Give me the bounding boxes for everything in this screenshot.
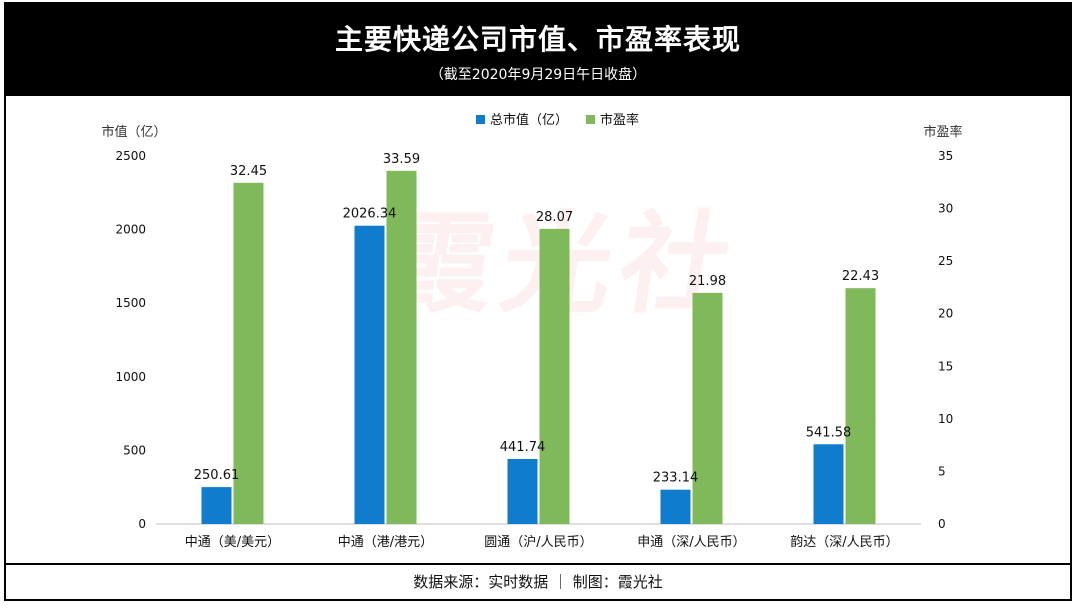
data-label-pe-ratio: 28.07 (536, 210, 573, 225)
data-label-market-cap: 250.61 (194, 468, 240, 483)
y-right-tick-label: 20 (938, 307, 953, 321)
bar-market-cap (660, 489, 691, 524)
chart-subtitle: （截至2020年9月29日午日收盘） (429, 67, 647, 83)
bar-pe-ratio (386, 170, 417, 524)
footer-source: 数据来源：实时数据 ｜ 制图：霞光社 (413, 573, 663, 591)
x-category-label: 圆通（沪/人民币） (484, 534, 592, 550)
y-right-tick-label: 30 (938, 202, 953, 216)
data-label-market-cap: 541.58 (806, 425, 852, 440)
data-label-pe-ratio: 22.43 (842, 269, 879, 284)
x-category-label: 申通（深/人民币） (637, 535, 745, 550)
data-label-market-cap: 2026.34 (343, 207, 397, 222)
legend-label-market-cap: 总市值（亿） (490, 112, 568, 128)
y-left-tick-label: 0 (138, 517, 146, 531)
bar-pe-ratio (539, 228, 570, 524)
legend-swatch-market-cap (476, 115, 485, 124)
bar-pe-ratio (233, 182, 264, 524)
bar-market-cap (354, 225, 385, 524)
data-label-market-cap: 233.14 (653, 471, 699, 486)
x-category-label: 中通（港/港元） (338, 535, 433, 550)
y-left-tick-label: 2000 (115, 223, 146, 237)
y-right-tick-label: 15 (938, 359, 953, 373)
bar-pe-ratio (692, 292, 723, 524)
x-category-label: 韵达（深/人民币） (790, 535, 898, 550)
y-right-tick-label: 0 (938, 517, 946, 531)
data-label-market-cap: 441.74 (500, 440, 546, 455)
y-axis-left-title: 市值（亿） (101, 124, 166, 140)
data-label-pe-ratio: 32.45 (230, 164, 267, 179)
x-category-label: 中通（美/美元） (185, 535, 280, 550)
header: 主要快递公司市值、市盈率表现 （截至2020年9月29日午日收盘） (6, 4, 1070, 96)
chart-frame: 主要快递公司市值、市盈率表现 （截至2020年9月29日午日收盘） 霞光社 市值… (4, 2, 1072, 601)
bar-pe-ratio (845, 288, 876, 524)
legend-label-pe-ratio: 市盈率 (600, 112, 639, 128)
y-left-tick-label: 500 (123, 443, 146, 457)
bar-market-cap (201, 487, 232, 524)
y-right-tick-label: 35 (938, 149, 953, 163)
y-left-tick-label: 2500 (115, 149, 146, 163)
bar-chart: 市值（亿） 市盈率 0 500 1000 1500 2000 2500 0 5 10 15 20 25 30… (101, 112, 962, 550)
y-right-tick-label: 5 (938, 464, 946, 478)
y-axis-right-title: 市盈率 (923, 124, 962, 140)
data-label-pe-ratio: 33.59 (383, 152, 420, 167)
y-right-tick-label: 25 (938, 254, 953, 268)
legend-swatch-pe-ratio (586, 115, 595, 124)
data-label-pe-ratio: 21.98 (689, 274, 726, 289)
footer: 数据来源：实时数据 ｜ 制图：霞光社 (6, 563, 1070, 599)
y-left-tick-label: 1500 (115, 296, 146, 310)
bar-market-cap (813, 444, 844, 524)
chart-title: 主要快递公司市值、市盈率表现 (334, 23, 741, 56)
y-left-tick-label: 1000 (115, 370, 146, 384)
y-right-tick-label: 10 (938, 412, 953, 426)
bar-market-cap (507, 458, 538, 524)
